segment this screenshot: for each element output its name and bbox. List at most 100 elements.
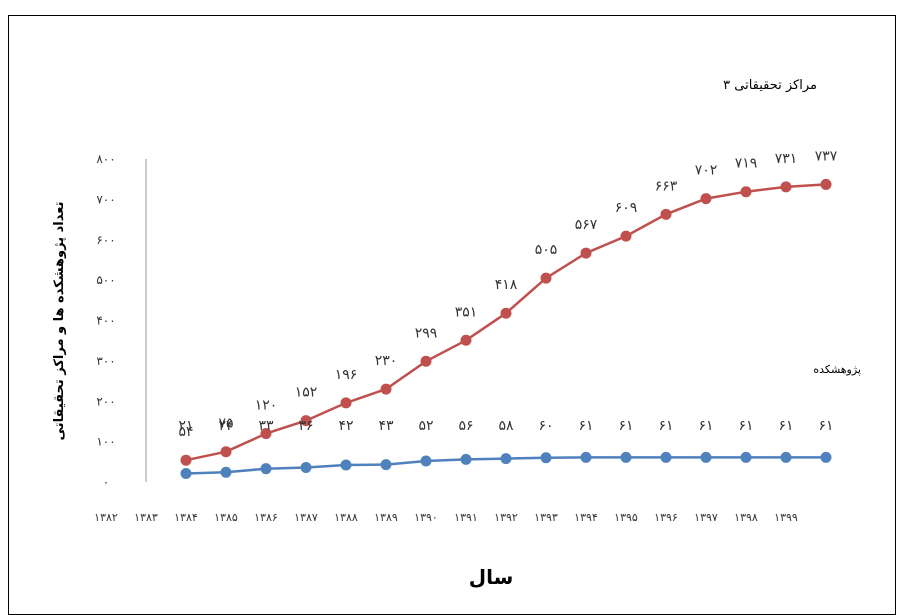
- data-point: [540, 272, 552, 284]
- data-point: [260, 428, 272, 440]
- data-label: ۶۱: [618, 418, 633, 434]
- y-tick-label: ۱۰۰: [96, 435, 115, 449]
- data-label: ۲۳۰: [375, 353, 398, 369]
- y-tick-label: ۳۰۰: [96, 354, 115, 368]
- x-axis-title: سال: [469, 565, 514, 589]
- x-tick-label: ۱۳۹۳: [534, 511, 558, 524]
- data-point: [380, 459, 392, 471]
- data-label: ۲۱: [178, 418, 193, 434]
- data-label: ۷۳۱: [775, 151, 798, 167]
- data-label: ۳۳: [258, 418, 274, 434]
- data-point: [220, 446, 232, 458]
- y-tick-label: ۰: [103, 475, 109, 489]
- data-label: ۵۲: [418, 418, 433, 434]
- x-tick-label: ۱۳۹۵: [614, 511, 638, 524]
- x-tick-label: ۱۳۸۷: [294, 511, 318, 524]
- x-tick-label: ۱۳۹۶: [654, 511, 678, 524]
- data-point: [580, 247, 592, 259]
- data-point: [820, 178, 832, 190]
- data-label: ۶۱: [818, 418, 833, 434]
- x-tick-label: ۱۳۸۳: [134, 511, 158, 524]
- data-point: [740, 451, 752, 463]
- data-point: [660, 208, 672, 220]
- data-point: [500, 307, 512, 319]
- data-point: [220, 466, 232, 478]
- y-tick-label: ۶۰۰: [96, 233, 115, 247]
- data-label: ۷۳۷: [815, 148, 838, 164]
- data-point: [340, 459, 352, 471]
- data-point: [340, 397, 352, 409]
- data-label: ۵۴: [178, 424, 193, 440]
- y-tick-label: ۴۰۰: [96, 314, 115, 328]
- chart-frame: ۰ ۱۰۰ ۲۰۰ ۳۰۰ ۴۰۰ ۵۰۰ ۶۰۰ ۷۰۰ ۸۰۰ ۱۳۸۲ ۱۳۸۳ ۱۳۸۴ ۱۳۸…: [8, 15, 896, 615]
- data-label: ۴۳: [378, 418, 394, 434]
- data-point: [740, 186, 752, 198]
- x-tick-label: ۱۳۸۶: [254, 511, 278, 524]
- x-tick-label: ۱۳۹۰: [414, 511, 438, 524]
- y-tick-label: ۵۰۰: [96, 273, 115, 287]
- data-point: [660, 451, 672, 463]
- data-label: ۱۹۶: [335, 367, 358, 383]
- data-point: [420, 455, 432, 467]
- data-label: ۴۱۸: [495, 277, 518, 293]
- data-label: ۷۰۲: [695, 163, 718, 179]
- data-point: [620, 451, 632, 463]
- data-point: [260, 463, 272, 475]
- data-label: ۴۲: [338, 418, 353, 434]
- data-point: [820, 451, 832, 463]
- x-tick-label: ۱۳۹۸: [734, 511, 758, 524]
- data-label: ۵۰۵: [535, 242, 558, 258]
- data-label: ۶۶۳: [655, 178, 678, 194]
- data-label: ۷۵: [218, 416, 233, 432]
- data-label: ۵۶۷: [575, 217, 598, 233]
- data-label: ۱۵۲: [295, 385, 318, 401]
- x-tick-label: ۱۳۸۹: [374, 511, 398, 524]
- y-axis-title: تعداد پژوهشکده ها و مراکز تحقیقاتی: [52, 202, 67, 441]
- data-label: ۷۱۹: [735, 156, 758, 172]
- data-label: ۶۱: [738, 418, 753, 434]
- x-tick-label: ۱۳۸۵: [214, 511, 238, 524]
- data-point: [780, 181, 792, 193]
- line-chart: ۰ ۱۰۰ ۲۰۰ ۳۰۰ ۴۰۰ ۵۰۰ ۶۰۰ ۷۰۰ ۸۰۰ ۱۳۸۲ ۱۳۸۳ ۱۳۸۴ ۱۳۸…: [52, 78, 861, 589]
- data-point: [380, 383, 392, 395]
- data-label: ۳۶: [298, 418, 313, 434]
- data-label: ۵۶: [458, 418, 473, 434]
- data-point: [460, 453, 472, 465]
- y-tick-label: ۲۰۰: [96, 394, 115, 408]
- data-point: [420, 355, 432, 367]
- data-point: [500, 453, 512, 465]
- data-point: [700, 193, 712, 205]
- x-tick-label: ۱۳۹۹: [774, 511, 798, 524]
- data-label: ۱۲۰: [255, 398, 278, 414]
- data-point: [540, 452, 552, 464]
- data-label: ۶۱: [698, 418, 713, 434]
- x-tick-label: ۱۳۸۴: [174, 511, 198, 524]
- x-tick-label: ۱۳۹۲: [494, 511, 518, 524]
- data-label: ۶۰: [538, 418, 553, 434]
- data-label: ۲۹۹: [415, 325, 438, 341]
- data-label: ۶۱: [658, 418, 673, 434]
- data-point: [180, 468, 192, 480]
- y-tick-label: ۸۰۰: [96, 152, 115, 166]
- x-tick-label: ۱۳۸۲: [94, 511, 118, 524]
- data-point: [180, 454, 192, 466]
- data-point: [300, 461, 312, 473]
- data-point: [460, 334, 472, 346]
- data-label: ۶۱: [778, 418, 793, 434]
- x-tick-label: ۱۳۸۸: [334, 511, 358, 524]
- x-tick-label: ۱۳۹۴: [574, 511, 598, 524]
- data-point: [700, 451, 712, 463]
- legend-label: مراکز تحقیقاتی ۳: [723, 78, 817, 93]
- y-tick-label: ۷۰۰: [96, 192, 115, 206]
- data-point: [780, 451, 792, 463]
- data-label: ۳۵۱: [455, 304, 478, 320]
- data-point: [580, 451, 592, 463]
- data-point: [620, 230, 632, 242]
- data-label: ۶۰۹: [615, 200, 638, 216]
- data-label: ۵۸: [498, 418, 514, 434]
- data-label: ۲۴: [218, 418, 233, 434]
- legend-label: پژوهشکده: [813, 363, 861, 376]
- data-label: ۶۱: [578, 418, 593, 434]
- data-point: [300, 415, 312, 427]
- x-tick-label: ۱۳۹۱: [454, 511, 478, 524]
